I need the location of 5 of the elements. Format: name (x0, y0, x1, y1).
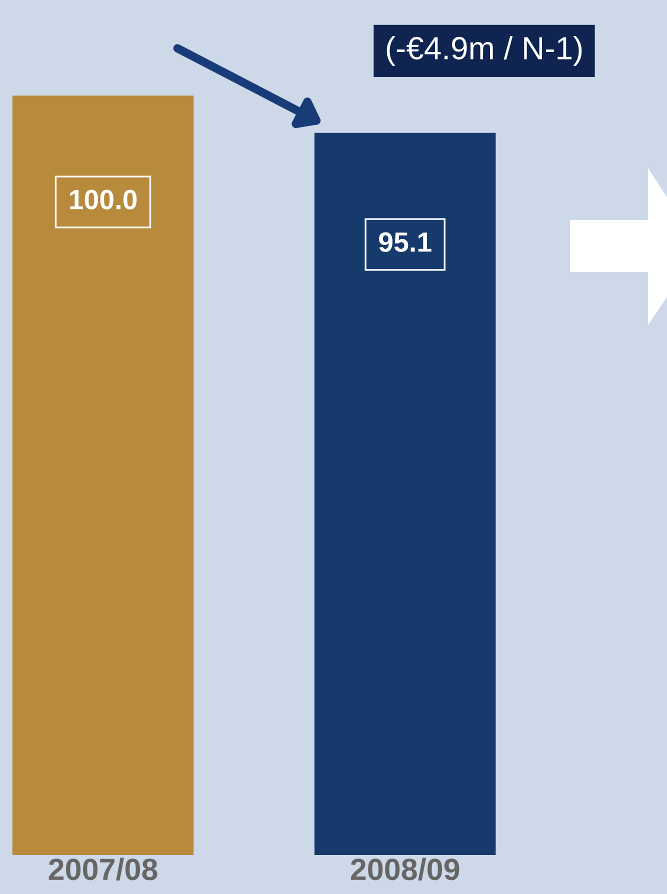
x-tick-label: 2008/09 (350, 858, 460, 881)
x-tick-label: 2007/08 (48, 858, 158, 881)
data-label: 100.0 (70, 190, 137, 210)
data-label: 95.1 (379, 232, 432, 252)
text: (-€4.9m / N-1) (386, 36, 582, 66)
